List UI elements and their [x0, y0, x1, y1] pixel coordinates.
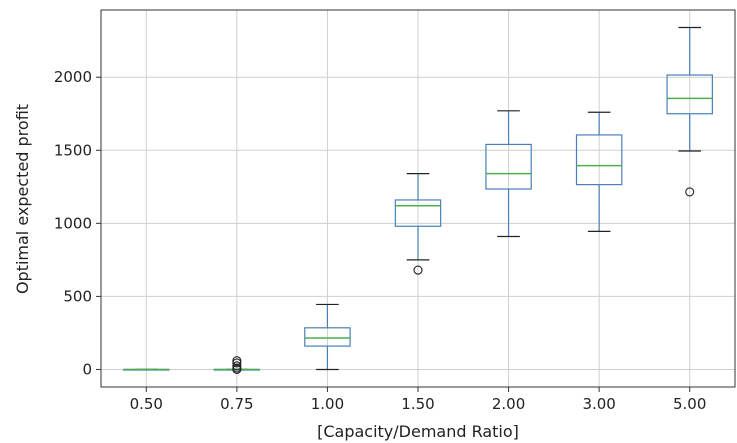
- y-tick-label: 1500: [54, 141, 92, 159]
- x-tick-label: 5.00: [673, 395, 706, 413]
- box-group-0-75: [213, 356, 261, 375]
- outlier-point: [232, 363, 242, 373]
- outlier-point: [232, 361, 242, 371]
- boxes-layer: [123, 26, 713, 375]
- y-axis-label: Optimal expected profit: [13, 104, 32, 294]
- box-group-1-50: [394, 173, 442, 275]
- outlier-point: [413, 265, 423, 275]
- outlier-point: [232, 358, 242, 368]
- x-tick-label: 3.00: [582, 395, 615, 413]
- iqr-box: [394, 199, 442, 227]
- x-tick-label: 1.00: [311, 395, 344, 413]
- outlier-point: [232, 356, 242, 366]
- x-tick-label: 0.75: [220, 395, 253, 413]
- box-group-0-50: [123, 368, 170, 371]
- y-tick-label: 1000: [54, 214, 92, 232]
- y-tick-label: 500: [63, 287, 92, 305]
- box-group-2-00: [485, 110, 532, 238]
- ticks-layer: 0.50 0.75 1.00 1.50 2.00 3.00 5.00 0 500 1000 1500…: [54, 68, 707, 413]
- x-tick-label: 1.50: [401, 395, 434, 413]
- box-group-1-00: [304, 303, 351, 371]
- iqr-box: [666, 74, 713, 115]
- outlier-point: [685, 187, 695, 197]
- x-tick-label: 2.00: [492, 395, 525, 413]
- y-tick-label: 2000: [54, 68, 92, 86]
- x-axis-label: [Capacity/Demand Ratio]: [317, 422, 519, 441]
- y-tick-label: 0: [82, 360, 92, 378]
- iqr-box: [304, 327, 351, 347]
- x-tick-label: 0.50: [130, 395, 163, 413]
- iqr-box: [485, 143, 532, 190]
- box-group-5-00: [666, 26, 713, 197]
- iqr-box: [575, 134, 623, 186]
- box-group-3-00: [575, 111, 623, 232]
